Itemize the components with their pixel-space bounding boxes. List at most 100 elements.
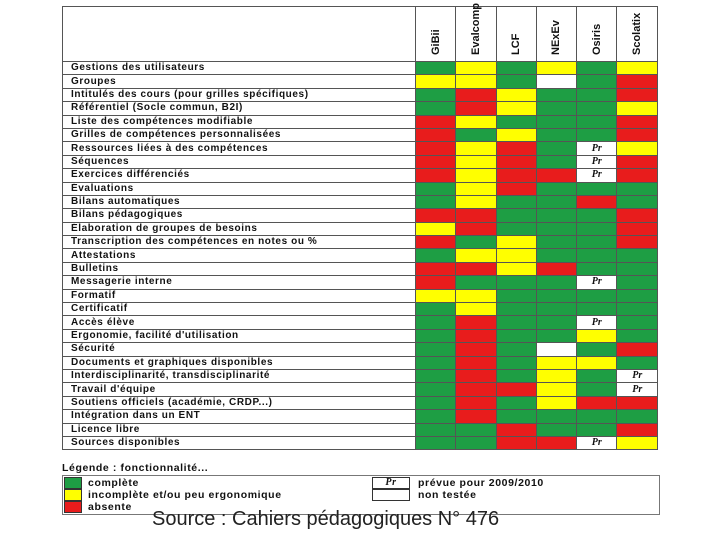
cell-complete-lcf [495, 208, 537, 223]
cell-complete-osiris [576, 74, 618, 89]
cell-complete-nexev [535, 315, 578, 330]
cell-incomplete-evalcomp [455, 302, 497, 317]
column-label: Scolatix [631, 12, 644, 55]
table-row: Interdisciplinarité, transdisciplinarité… [61, 368, 658, 384]
row-label: Documents et graphiques disponibles [61, 355, 417, 370]
cell-absent-evalcomp [455, 221, 497, 237]
source-caption: Source : Cahiers pédagogiques N° 476 [152, 508, 500, 530]
cell-incomplete-evalcomp [455, 74, 497, 89]
column-label: Osiris [590, 23, 603, 55]
cell-complete-gibii [415, 60, 457, 76]
cell-incomplete-scolatix [616, 60, 658, 76]
red-swatch [64, 501, 82, 513]
cell-incomplete-evalcomp [455, 288, 497, 304]
row-label: Évaluations [61, 181, 417, 196]
cell-absent-evalcomp [455, 261, 497, 277]
cell-complete-nexev [535, 275, 578, 290]
cell-complete-nexev [535, 235, 578, 250]
row-label: Séquences [61, 154, 417, 170]
cell-absent-lcf [495, 141, 537, 156]
comparison-figure: GiBii Evalcomp LCF NExEv Osiris Scolatix… [61, 3, 660, 515]
legend: Légende : fonctionnalité... complète inc… [62, 462, 660, 515]
cell-complete-scolatix [616, 315, 658, 330]
planned-swatch: Pr [372, 477, 410, 489]
cell-incomplete-osiris [576, 328, 618, 344]
table-row: Élaboration de groupes de besoins [61, 221, 658, 237]
legend-title: Légende : fonctionnalité... [62, 462, 209, 474]
cell-complete-lcf [495, 194, 537, 210]
cell-incomplete-lcf [495, 248, 537, 263]
cell-complete-nexev [535, 194, 578, 210]
row-label: Référentiel (Socle commun, B2I) [61, 101, 417, 116]
cell-complete-nexev [535, 114, 578, 129]
cell-complete-osiris [576, 87, 618, 103]
cell-complete-gibii [415, 302, 457, 317]
legend-label-planned: prévue pour 2009/2010 [418, 476, 544, 489]
table-row: Accès élève Pr [61, 315, 658, 330]
cell-complete-scolatix [616, 181, 658, 196]
table-row: Bilans pédagogiques [61, 208, 658, 223]
cell-absent-gibii [415, 168, 457, 183]
cell-absent-scolatix [616, 74, 658, 89]
row-label: Groupes [61, 74, 417, 89]
cell-complete-nexev [535, 154, 578, 170]
row-label: Bilans automatiques [61, 194, 417, 210]
cell-complete-lcf [495, 221, 537, 237]
table-row: Bilans automatiques [61, 194, 658, 210]
cell-absent-scolatix [616, 342, 658, 357]
cell-absent-nexev [535, 261, 578, 277]
cell-complete-osiris [576, 368, 618, 384]
cell-complete-gibii [415, 342, 457, 357]
row-label: Ergonomie, facilité d'utilisation [61, 328, 417, 344]
table-row: Sources disponibles Pr [61, 435, 658, 451]
cell-absent-gibii [415, 235, 457, 250]
cell-complete-lcf [495, 315, 537, 330]
cell-complete-lcf [495, 342, 537, 357]
table-header-row: GiBii Evalcomp LCF NExEv Osiris Scolatix [61, 3, 658, 62]
cell-complete-osiris [576, 60, 618, 76]
column-label: GiBii [429, 29, 442, 55]
cell-complete-evalcomp [455, 127, 497, 143]
cell-complete-nexev [535, 302, 578, 317]
row-label: Sécurité [61, 342, 417, 357]
cell-absent-scolatix [616, 208, 658, 223]
row-label: Transcription des compétences en notes o… [61, 235, 417, 250]
cell-absent-evalcomp [455, 342, 497, 357]
cell-incomplete-scolatix [616, 141, 658, 156]
cell-complete-osiris [576, 127, 618, 143]
cell-complete-lcf [495, 275, 537, 290]
table-row: Intégration dans un ENT [61, 409, 658, 424]
cell-complete-osiris [576, 101, 618, 116]
cell-complete-lcf [495, 409, 537, 424]
cell-planned-osiris: Pr [576, 141, 618, 156]
cell-complete-gibii [415, 382, 457, 397]
header-blank-cell [61, 6, 417, 62]
cell-complete-gibii [415, 368, 457, 384]
cell-absent-scolatix [616, 235, 658, 250]
cell-absent-lcf [495, 422, 537, 437]
cell-complete-lcf [495, 368, 537, 384]
table-row: Gestions des utilisateurs [61, 60, 658, 76]
cell-complete-lcf [495, 74, 537, 89]
cell-absent-gibii [415, 154, 457, 170]
column-header-nexev: NExEv [535, 6, 578, 62]
table-row: Intitulés des cours (pour grilles spécif… [61, 87, 658, 103]
table-row: Transcription des compétences en notes o… [61, 235, 658, 250]
cell-incomplete-gibii [415, 221, 457, 237]
cell-incomplete-nexev [535, 382, 578, 397]
table-row: Documents et graphiques disponibles [61, 355, 658, 370]
cell-complete-scolatix [616, 248, 658, 263]
row-label: Liste des compétences modifiable [61, 114, 417, 129]
row-label: Travail d'équipe [61, 382, 417, 397]
cell-complete-evalcomp [455, 235, 497, 250]
table-row: Sécurité [61, 342, 658, 357]
table-row: Séquences Pr [61, 154, 658, 170]
cell-complete-evalcomp [455, 435, 497, 451]
cell-complete-osiris [576, 288, 618, 304]
table-row: Référentiel (Socle commun, B2I) [61, 101, 658, 116]
column-header-gibii: GiBii [415, 6, 457, 62]
cell-complete-scolatix [616, 328, 658, 344]
cell-incomplete-scolatix [616, 435, 658, 451]
legend-label-complete: complète [88, 476, 139, 489]
cell-planned-osiris: Pr [576, 275, 618, 290]
